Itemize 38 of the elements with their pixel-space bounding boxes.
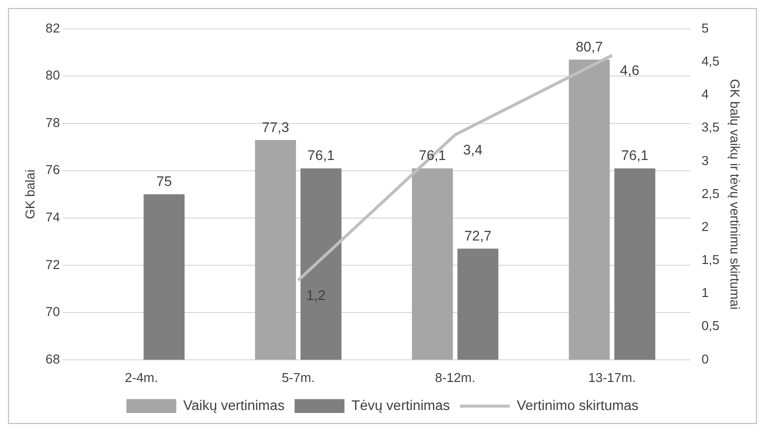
y-tick-label: 74 [46, 210, 60, 224]
legend-label: Tėvų vertinimas [351, 396, 450, 413]
x-tick-label: 2-4m. [124, 370, 158, 385]
legend-label: Vertinimo skirtumas [516, 396, 639, 413]
data-label: 1,2 [306, 287, 326, 304]
legend-label: Vaikų vertinimas [183, 396, 285, 413]
y2-tick-label: 1 [701, 285, 709, 300]
data-label: 72,7 [464, 228, 492, 244]
y2-tick-label: 5 [701, 20, 709, 36]
data-label: 76,1 [418, 147, 446, 164]
x-tick-label: 8-12m. [435, 370, 476, 385]
y-axis-title: GK balai [22, 170, 38, 220]
y-tick-label: 68 [46, 351, 60, 366]
y-tick-label: 70 [46, 304, 60, 320]
y2-tick-label: 3 [701, 152, 709, 168]
y2-tick-label: 4,5 [701, 54, 720, 69]
y-tick-label: 78 [46, 114, 60, 130]
data-label: 76,1 [621, 147, 649, 164]
y2-tick-label: 0,5 [701, 318, 720, 334]
data-label: 77,3 [262, 118, 290, 135]
y2-tick-label: 2 [701, 218, 709, 234]
y2-tick-label: 0 [701, 351, 709, 366]
y-tick-label: 80 [46, 68, 60, 83]
y-tick-label: 72 [46, 256, 60, 272]
data-label: 4,6 [620, 62, 640, 78]
y2-tick-label: 1,5 [701, 252, 720, 268]
x-tick-label: 5-7m. [282, 370, 315, 385]
data-label: 76,1 [307, 147, 335, 164]
data-label: 75 [156, 173, 172, 190]
data-label: 3,4 [463, 142, 483, 158]
y2-tick-label: 3,5 [701, 120, 720, 135]
y2-tick-label: 2,5 [701, 186, 720, 201]
y-tick-label: 76 [46, 162, 60, 178]
y2-axis-title: GK balų vaikų ir tėvų vertinimu skirtumai [728, 79, 743, 310]
y2-tick-label: 4 [701, 86, 709, 102]
x-tick-label: 13-17m. [588, 370, 636, 385]
data-label: 80,7 [576, 38, 604, 55]
y-tick-label: 82 [46, 20, 60, 36]
